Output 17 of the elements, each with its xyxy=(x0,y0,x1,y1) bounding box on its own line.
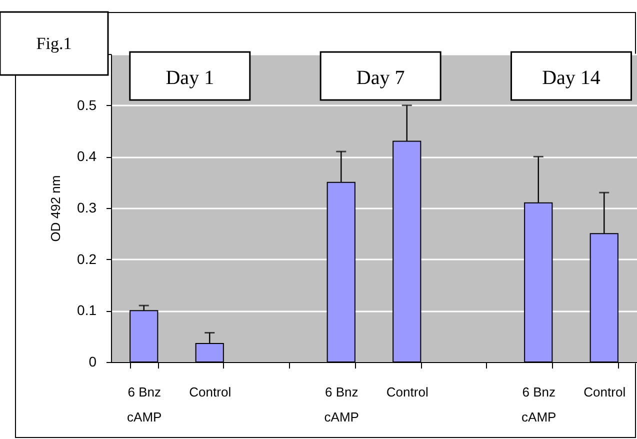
x-tick-label: 6 Bnz cAMP xyxy=(324,384,359,424)
y-tick-label: 0.4 xyxy=(77,148,97,164)
annotation: Day 14 xyxy=(542,67,600,89)
y-tick-label: 0.5 xyxy=(77,96,97,113)
x-tick-label: Control xyxy=(386,384,428,400)
y-axis-title: OD 492 nm xyxy=(48,175,64,242)
x-tick-label: 6 Bnz cAMP xyxy=(127,384,162,424)
x-tick-label: Control xyxy=(584,384,626,400)
y-tick-label: 0.2 xyxy=(77,250,97,267)
annotation: Day 1 xyxy=(166,67,214,89)
annotation: Day 7 xyxy=(356,67,405,89)
caption: Fig.1 xyxy=(36,34,72,53)
x-tick-label: Control xyxy=(189,384,232,400)
y-tick-label: 0.1 xyxy=(77,302,97,318)
y-tick-label: 0.3 xyxy=(77,200,97,216)
y-tick-label: 0 xyxy=(88,354,97,370)
x-tick-label: 6 Bnz cAMP xyxy=(522,384,556,424)
